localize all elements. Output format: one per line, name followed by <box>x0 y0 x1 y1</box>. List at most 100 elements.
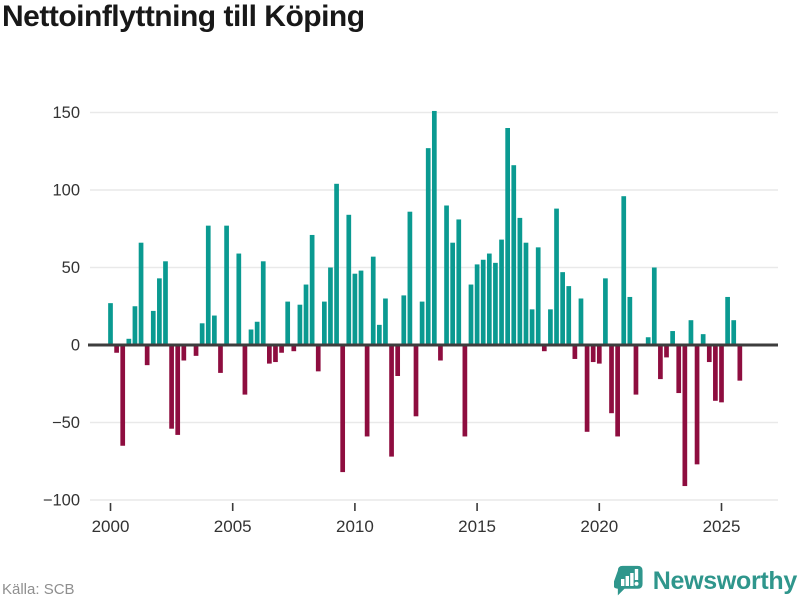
bar <box>670 331 675 345</box>
bar <box>309 234 315 345</box>
bar <box>584 345 590 432</box>
bar <box>364 345 370 437</box>
bar <box>242 345 248 395</box>
bar <box>462 345 468 437</box>
bar <box>108 303 113 345</box>
chart-footer: Källa: SCB Newsworthy <box>0 564 800 598</box>
bar <box>236 253 242 345</box>
bar <box>548 309 553 345</box>
bar <box>554 208 559 345</box>
bar <box>560 272 565 345</box>
bar <box>719 345 724 403</box>
bar <box>401 295 407 345</box>
bar <box>535 247 541 345</box>
bar <box>126 338 132 345</box>
bar <box>578 298 584 345</box>
bar <box>425 148 431 345</box>
bar <box>450 242 456 345</box>
bar-chart-speech-bubble-icon <box>613 565 643 596</box>
brand-name: Newsworthy <box>652 566 798 595</box>
bar <box>163 261 168 345</box>
bar <box>395 345 401 376</box>
bar <box>651 267 657 345</box>
bar <box>645 337 651 345</box>
bar <box>523 242 529 345</box>
bar <box>181 345 187 361</box>
bar <box>603 278 608 345</box>
bar <box>566 286 572 345</box>
bar <box>169 345 174 429</box>
newsworthy-logo: Newsworthy <box>613 564 798 598</box>
bar <box>224 225 229 345</box>
y-tick-label: −100 <box>43 492 80 510</box>
bar <box>150 310 156 345</box>
bar <box>297 304 303 345</box>
y-tick-label: 150 <box>52 104 80 122</box>
bar <box>493 262 498 345</box>
y-tick-label: 50 <box>62 259 80 277</box>
bar <box>413 345 419 417</box>
bar <box>212 315 217 345</box>
bar <box>438 345 443 361</box>
bar <box>572 345 578 359</box>
bar <box>254 321 260 345</box>
bar <box>431 110 437 345</box>
bar <box>517 217 523 345</box>
bar <box>456 219 462 345</box>
bar <box>444 205 449 345</box>
bar <box>700 334 706 345</box>
bar <box>713 345 718 401</box>
bar <box>285 301 291 345</box>
bar <box>694 345 700 465</box>
bar <box>541 345 547 352</box>
bar <box>511 165 517 345</box>
bar <box>682 345 688 487</box>
page-title: Nettoinflyttning till Köping <box>2 0 365 33</box>
bar <box>273 345 278 363</box>
bar <box>706 345 712 363</box>
y-tick-label: 0 <box>71 337 80 355</box>
bar <box>260 261 266 345</box>
bar <box>383 298 388 345</box>
bar <box>132 306 138 345</box>
bar <box>737 345 743 381</box>
x-tick-label: 2010 <box>336 517 374 536</box>
y-tick-label: 100 <box>52 182 80 200</box>
bar <box>279 345 284 353</box>
bar <box>590 345 596 363</box>
bar <box>322 301 327 345</box>
bar <box>389 345 394 457</box>
bar <box>370 256 376 345</box>
x-tick-label: 2015 <box>458 517 496 536</box>
bar <box>407 211 413 345</box>
bar <box>120 345 126 446</box>
bar <box>676 345 682 394</box>
bar <box>621 196 627 345</box>
bar <box>627 296 633 345</box>
x-tick-label: 2000 <box>92 517 130 536</box>
bar <box>138 242 144 345</box>
bar <box>633 345 639 395</box>
bar <box>664 345 669 358</box>
bar <box>688 320 694 345</box>
bar <box>303 284 309 345</box>
bar <box>267 345 272 364</box>
bar <box>480 259 486 345</box>
bar <box>505 128 510 345</box>
bar <box>346 214 352 345</box>
bar <box>175 345 181 435</box>
bar <box>609 345 614 414</box>
bar <box>328 267 333 345</box>
bar <box>157 278 162 345</box>
bar <box>474 264 480 345</box>
bar <box>315 345 321 372</box>
x-tick-label: 2020 <box>580 517 618 536</box>
bar <box>291 345 297 352</box>
bar <box>731 320 737 345</box>
bar <box>419 301 425 345</box>
bar <box>358 270 364 345</box>
bar <box>193 345 199 356</box>
y-tick-label: −50 <box>52 414 80 432</box>
bar <box>486 253 492 345</box>
x-tick-label: 2005 <box>214 517 252 536</box>
